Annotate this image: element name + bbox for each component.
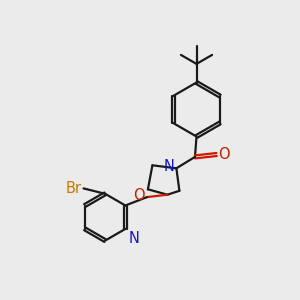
Text: N: N [128,231,139,246]
Text: N: N [164,159,174,174]
Text: Br: Br [66,181,82,196]
Text: O: O [218,147,230,162]
Text: O: O [133,188,145,203]
